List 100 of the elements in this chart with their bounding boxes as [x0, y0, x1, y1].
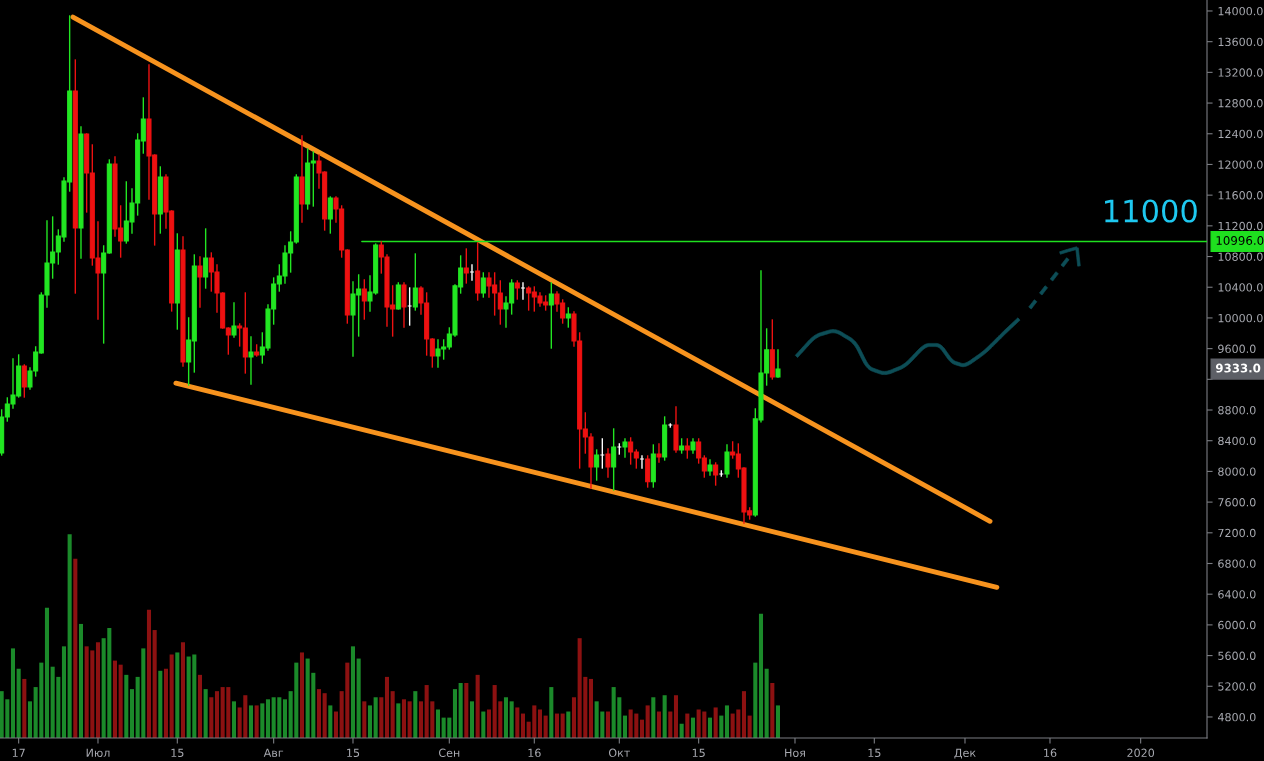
x-tick-label: 2020 [1127, 748, 1155, 758]
bar [401, 699, 407, 738]
bar [418, 701, 424, 738]
bar [645, 705, 650, 738]
bar [554, 713, 560, 738]
bar [203, 689, 208, 738]
y-tick-label: 13600.0 [1218, 37, 1263, 47]
bar [503, 697, 509, 738]
bar [724, 705, 730, 738]
bar [469, 701, 475, 738]
x-tick-label: Сен [439, 748, 460, 758]
bar [22, 678, 27, 738]
bar [373, 697, 378, 738]
bar [668, 711, 673, 738]
candlestick [231, 302, 237, 338]
candlestick [412, 253, 418, 311]
candlestick [605, 448, 611, 478]
bar [333, 711, 339, 738]
candlestick [248, 336, 254, 385]
candlestick [656, 443, 662, 463]
bar [588, 678, 594, 738]
bar [747, 715, 752, 738]
bar [209, 697, 214, 738]
x-tick-label: Июл [86, 748, 110, 758]
y-tick-label: 5200.0 [1218, 682, 1256, 691]
candlestick [463, 248, 469, 284]
bar [770, 683, 775, 738]
bar [27, 701, 33, 738]
bar [61, 646, 67, 738]
bar [118, 664, 123, 738]
bar [362, 701, 367, 738]
y-tick-label: 8800.0 [1218, 405, 1256, 415]
bar [10, 648, 16, 738]
bar [481, 711, 486, 738]
candlestick [775, 349, 781, 378]
x-tick-label: 17 [12, 748, 25, 757]
bar [571, 697, 577, 738]
y-tick-label: 8000.0 [1218, 467, 1256, 476]
bar [758, 613, 764, 738]
bar [180, 642, 186, 738]
y-tick-label: 12800.0 [1218, 99, 1263, 108]
y-tick-label: 11200.0 [1218, 221, 1263, 231]
bar [509, 701, 514, 738]
y-tick-label: 8400.0 [1218, 436, 1256, 446]
candlestick [197, 256, 203, 308]
bar [152, 630, 157, 738]
bar [112, 660, 118, 738]
candlestick [21, 364, 27, 398]
bar [16, 668, 21, 738]
bar [707, 717, 713, 738]
bar [622, 715, 628, 738]
bar [679, 723, 684, 738]
bar [44, 607, 50, 738]
y-tick-label: 6400.0 [1218, 590, 1256, 599]
bar [384, 676, 390, 738]
bar [390, 691, 395, 738]
text: 9333.0 [1215, 363, 1261, 373]
y-tick-label: 12400.0 [1218, 129, 1263, 139]
bar [690, 717, 696, 738]
annotation: 11000 [1105, 199, 1197, 223]
bar [543, 715, 548, 738]
y-tick-label: 11600.0 [1218, 191, 1263, 200]
y-tick-label: 6800.0 [1218, 559, 1256, 568]
bar [685, 713, 690, 738]
x-tick-label: 15 [868, 748, 881, 758]
bar [560, 713, 565, 738]
x-tick-label: Ноя [785, 748, 805, 758]
bar [67, 534, 72, 738]
bar [396, 703, 401, 738]
candlestick [475, 242, 481, 301]
x-tick-label: Окт [608, 748, 630, 758]
bar [350, 646, 356, 738]
bar [515, 707, 520, 738]
bar [356, 658, 361, 738]
bar [163, 668, 169, 738]
y-tick-label: 13200.0 [1218, 68, 1263, 77]
x-tick-label: 15 [692, 748, 705, 758]
bar [129, 689, 135, 738]
bar [265, 699, 271, 738]
bar [566, 711, 571, 738]
y-tick-label: 10000.0 [1218, 313, 1263, 323]
y-tick-label: 14000.0 [1218, 6, 1263, 16]
bar [73, 558, 78, 738]
bar [458, 683, 463, 738]
candlestick [594, 449, 600, 481]
bar [435, 709, 441, 738]
x-tick-label: Авг [263, 748, 284, 757]
bar [413, 691, 418, 738]
candlestick [514, 280, 520, 300]
y-tick-label: 6000.0 [1218, 620, 1256, 630]
bar [520, 713, 526, 738]
bar [254, 705, 259, 738]
bar [146, 609, 152, 738]
x-tick-label: 16 [1044, 748, 1057, 758]
bar [322, 693, 327, 738]
bar [764, 668, 769, 738]
bar [214, 691, 220, 738]
candlestick [724, 444, 730, 478]
candlestick [611, 428, 617, 491]
bar [651, 697, 656, 738]
